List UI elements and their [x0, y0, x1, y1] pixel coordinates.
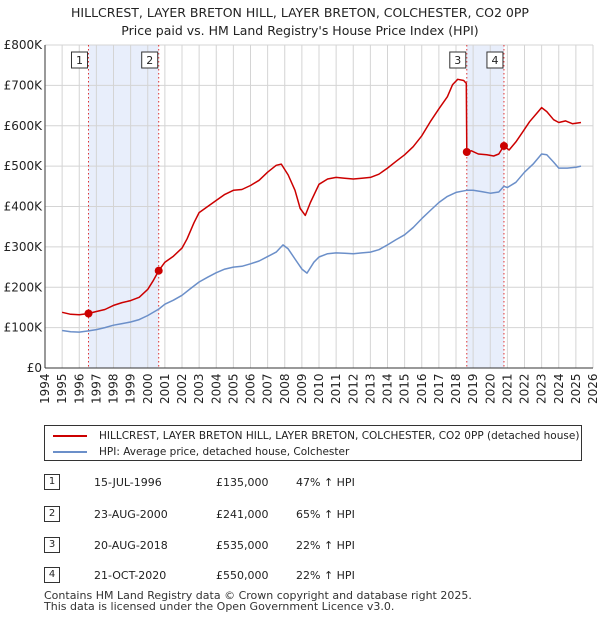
x-tick-label: 2003: [192, 373, 206, 404]
row-date: 15-JUL-1996: [94, 476, 162, 489]
row-number-badge: 2: [44, 506, 60, 522]
y-tick-label: £300K: [4, 240, 44, 254]
x-tick-label: 1994: [38, 373, 52, 404]
row-price: £550,000: [216, 569, 269, 582]
x-tick-label: 2022: [518, 373, 532, 404]
sale-number-label: 2: [146, 54, 153, 67]
row-date: 23-AUG-2000: [94, 508, 168, 521]
table-row: 1 15-JUL-1996 £135,000 47% ↑ HPI: [44, 473, 584, 493]
x-tick-label: 1995: [55, 373, 69, 404]
x-tick-label: 2015: [398, 373, 412, 404]
row-price: £535,000: [216, 539, 269, 552]
x-tick-label: 2006: [244, 373, 258, 404]
x-tick-label: 2024: [552, 373, 566, 404]
row-price: £135,000: [216, 476, 269, 489]
x-tick-label: 2005: [226, 373, 240, 404]
y-tick-label: £500K: [4, 159, 44, 173]
x-tick-label: 2026: [586, 373, 600, 404]
x-tick-label: 2023: [535, 373, 549, 404]
legend-swatch-hpi: [53, 451, 87, 453]
row-date: 20-AUG-2018: [94, 539, 168, 552]
title-line-2: Price paid vs. HM Land Registry's House …: [121, 23, 479, 38]
x-tick-label: 1996: [72, 373, 86, 404]
row-hpi-change: 22% ↑ HPI: [296, 539, 355, 552]
sale-number-box: [449, 51, 467, 69]
y-tick-label: £0: [27, 361, 42, 375]
footer: Contains HM Land Registry data © Crown c…: [44, 590, 472, 612]
row-number-badge: 3: [44, 537, 60, 553]
row-hpi-change: 47% ↑ HPI: [296, 476, 355, 489]
x-tick-label: 2013: [363, 373, 377, 404]
x-tick-label: 2012: [346, 373, 360, 404]
x-tick-label: 2001: [158, 373, 172, 404]
row-price: £241,000: [216, 508, 269, 521]
table-row: 2 23-AUG-2000 £241,000 65% ↑ HPI: [44, 505, 584, 525]
sale-point: [154, 266, 163, 275]
legend-item-property: HILLCREST, LAYER BRETON HILL, LAYER BRET…: [53, 428, 579, 444]
sale-number-label: 1: [76, 54, 83, 67]
x-tick-label: 1999: [124, 373, 138, 404]
x-tick-label: 2007: [261, 373, 275, 404]
sale-number-label: 4: [491, 54, 498, 67]
x-tick-label: 2017: [432, 373, 446, 404]
sale-point: [84, 309, 93, 318]
legend-label-property: HILLCREST, LAYER BRETON HILL, LAYER BRET…: [99, 430, 580, 442]
x-tick-label: 2010: [312, 373, 326, 404]
legend-swatch-property: [53, 435, 87, 437]
sale-number-box: [70, 51, 88, 69]
price-chart: 1 2 3 4 £0 £100K £200K £300K £400K £500K £600K £700…: [4, 38, 600, 404]
table-row: 3 20-AUG-2018 £535,000 22% ↑ HPI: [44, 536, 584, 556]
legend-item-hpi: HPI: Average price, detached house, Colc…: [53, 444, 349, 460]
legend: HILLCREST, LAYER BRETON HILL, LAYER BRET…: [44, 425, 582, 461]
y-tick-label: £600K: [4, 119, 44, 133]
x-tick-label: 2021: [500, 373, 514, 404]
x-tick-label: 2009: [295, 373, 309, 404]
y-tick-label: £800K: [4, 38, 44, 52]
y-tick-label: £700K: [4, 78, 44, 92]
x-tick-label: 2008: [278, 373, 292, 404]
row-hpi-change: 22% ↑ HPI: [296, 569, 355, 582]
table-row: 4 21-OCT-2020 £550,000 22% ↑ HPI: [44, 566, 584, 586]
x-tick-label: 2018: [449, 373, 463, 404]
x-tick-label: 1998: [107, 373, 121, 404]
row-date: 21-OCT-2020: [94, 569, 167, 582]
x-tick-label: 2016: [415, 373, 429, 404]
x-tick-label: 2014: [381, 373, 395, 404]
x-tick-label: 1997: [89, 373, 103, 404]
x-tick-label: 2004: [209, 373, 223, 404]
x-tick-label: 2002: [175, 373, 189, 404]
row-number-badge: 1: [44, 474, 60, 490]
hpi-line: [61, 153, 582, 333]
x-tick-label: 2000: [141, 373, 155, 404]
sale-point: [499, 141, 508, 150]
legend-label-hpi: HPI: Average price, detached house, Colc…: [99, 446, 350, 458]
x-tick-label: 2025: [569, 373, 583, 404]
sale-number-label: 3: [454, 54, 461, 67]
row-hpi-change: 65% ↑ HPI: [296, 508, 355, 521]
sale-number-box: [486, 51, 504, 69]
footer-copyright: Contains HM Land Registry data © Crown c…: [44, 589, 472, 602]
y-tick-label: £400K: [4, 200, 44, 214]
footer-licence: This data is licensed under the Open Gov…: [44, 600, 395, 613]
x-tick-label: 2020: [483, 373, 497, 404]
row-number-badge: 4: [44, 567, 60, 583]
x-tick-label: 2011: [329, 373, 343, 404]
y-tick-label: £200K: [4, 280, 44, 294]
sale-point: [462, 147, 471, 156]
title-line-1: HILLCREST, LAYER BRETON HILL, LAYER BRET…: [71, 5, 529, 20]
y-tick-label: £100K: [4, 321, 44, 335]
x-tick-label: 2019: [466, 373, 480, 404]
chart-title: HILLCREST, LAYER BRETON HILL, LAYER BRET…: [0, 4, 600, 40]
sale-number-box: [141, 51, 159, 69]
